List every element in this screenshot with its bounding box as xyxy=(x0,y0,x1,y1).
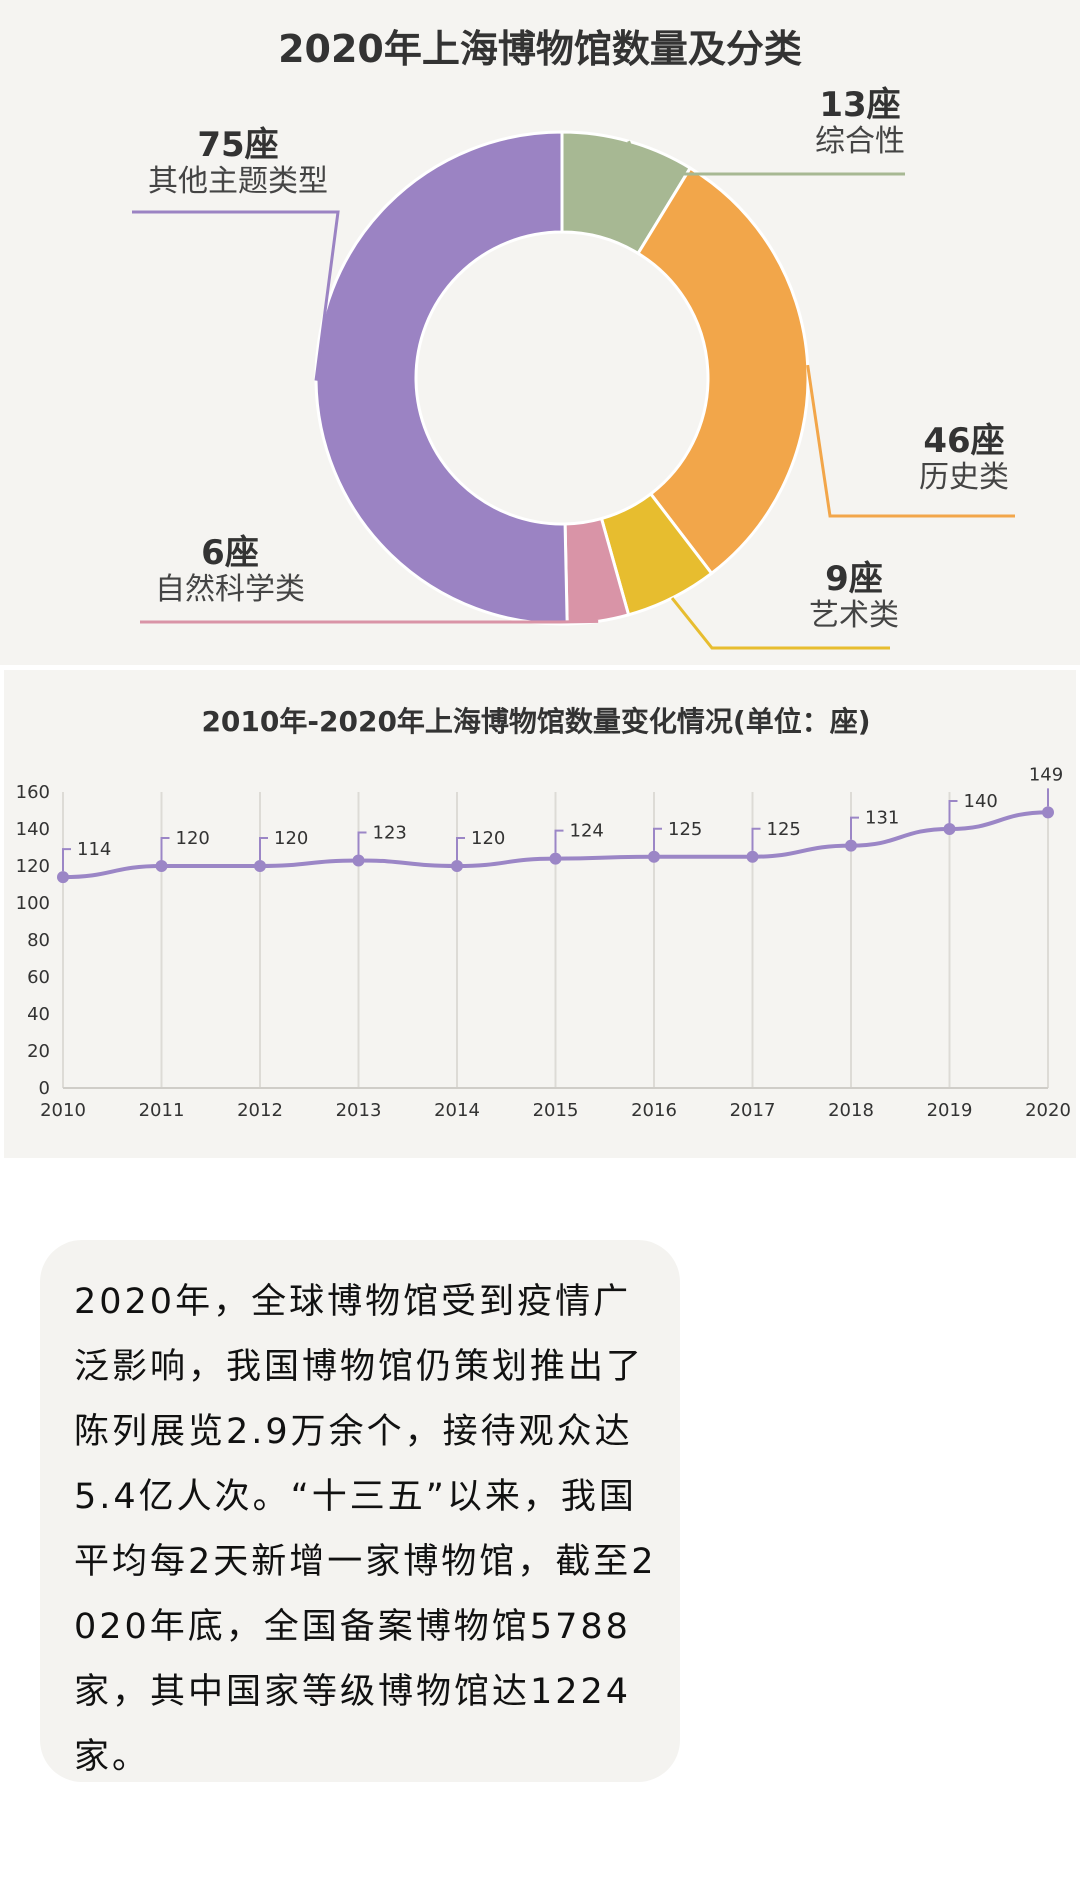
leader-line-other xyxy=(132,210,340,381)
y-tick-label: 0 xyxy=(39,1078,50,1099)
data-point xyxy=(943,823,956,835)
leader-line-history xyxy=(806,364,1015,518)
summary-text: 2020年，全球博物馆受到疫情广泛影响，我国博物馆仍策划推出了陈列展览2.9万余… xyxy=(74,1282,657,1777)
data-label-callout xyxy=(456,837,465,860)
slice-name-nature-science: 自然科学类 xyxy=(155,572,305,608)
slice-name-comprehensive: 综合性 xyxy=(815,124,905,160)
data-point xyxy=(845,839,857,852)
data-label: 120 xyxy=(471,828,505,849)
summary-card: 2020年，全球博物馆受到疫情广泛影响，我国博物馆仍策划推出了陈列展览2.9万余… xyxy=(40,1240,680,1782)
data-label-callout xyxy=(653,827,662,851)
x-tick-label: 2020 xyxy=(1025,1100,1071,1121)
y-tick-label: 100 xyxy=(16,893,50,914)
slice-name-history: 历史类 xyxy=(919,460,1009,496)
data-label-callout xyxy=(948,800,958,823)
donut-chart xyxy=(132,130,1015,650)
x-tick-label: 2018 xyxy=(828,1100,874,1121)
data-label-callout xyxy=(259,837,268,860)
y-tick-label: 160 xyxy=(16,782,50,803)
x-tick-label: 2012 xyxy=(237,1100,283,1121)
data-label: 120 xyxy=(176,828,210,849)
leader-line-comprehensive xyxy=(627,140,905,176)
y-tick-label: 140 xyxy=(16,819,50,840)
donut-chart-panel: 2020年上海博物馆数量及分类 13座 综合性 46座 历史类 9座 艺术类 6… xyxy=(0,0,1080,665)
data-label-callout xyxy=(62,848,71,872)
data-label-callout xyxy=(357,831,367,855)
slice-name-art: 艺术类 xyxy=(809,598,899,634)
data-point xyxy=(451,860,463,872)
y-tick-label: 80 xyxy=(27,930,50,951)
data-point xyxy=(648,850,660,863)
data-label: 125 xyxy=(668,819,702,840)
y-tick-label: 120 xyxy=(16,856,50,877)
y-tick-label: 40 xyxy=(27,1004,50,1025)
leader-line-art xyxy=(670,597,890,650)
data-point xyxy=(746,850,759,863)
slice-label-history: 46座 历史类 xyxy=(884,421,1044,496)
x-tick-label: 2013 xyxy=(336,1100,382,1121)
data-label: 123 xyxy=(373,822,407,843)
y-tick-label: 20 xyxy=(27,1041,50,1062)
y-tick-label: 60 xyxy=(27,967,50,988)
donut-chart-title: 2020年上海博物馆数量及分类 xyxy=(278,27,802,71)
data-point xyxy=(1042,806,1054,819)
data-point xyxy=(57,871,69,884)
slice-count-comprehensive: 13座 xyxy=(819,85,901,125)
data-point xyxy=(352,854,365,867)
line-chart: 0 20 40 60 80 100 120 140 160 2010 2011 2012 2013 201… xyxy=(16,764,1071,1121)
data-label-callout xyxy=(554,829,564,853)
slice-label-other: 75座 其他主题类型 xyxy=(128,125,348,200)
x-tick-label: 2015 xyxy=(533,1100,579,1121)
x-tick-label: 2019 xyxy=(927,1100,973,1121)
data-label: 125 xyxy=(767,819,801,840)
leader-line-nature-science xyxy=(140,619,599,624)
slice-count-nature-science: 6座 xyxy=(201,533,259,573)
donut-slice-history xyxy=(636,165,810,576)
data-label: 131 xyxy=(865,808,899,829)
slice-name-other: 其他主题类型 xyxy=(148,164,328,200)
slice-count-history: 46座 xyxy=(923,421,1005,461)
x-tick-label: 2014 xyxy=(434,1100,480,1121)
data-label: 120 xyxy=(274,828,308,849)
x-tick-label: 2011 xyxy=(139,1100,185,1121)
slice-count-art: 9座 xyxy=(825,559,883,599)
x-tick-label: 2017 xyxy=(730,1100,776,1121)
data-label: 114 xyxy=(77,839,111,860)
data-label: 124 xyxy=(570,821,604,842)
slice-count-other: 75座 xyxy=(197,125,279,165)
data-point xyxy=(254,860,266,872)
data-label-callout xyxy=(850,816,859,840)
data-label: 140 xyxy=(964,791,998,812)
slice-label-art: 9座 艺术类 xyxy=(774,559,934,634)
data-point xyxy=(549,852,562,865)
x-tick-label: 2016 xyxy=(631,1100,677,1121)
line-chart-title: 2010年-2020年上海博物馆数量变化情况(单位：座) xyxy=(201,705,871,738)
donut-slice-other xyxy=(314,130,569,626)
slice-label-nature-science: 6座 自然科学类 xyxy=(130,533,330,608)
data-label-callout xyxy=(751,827,761,851)
data-label-callout xyxy=(160,837,170,860)
slice-label-comprehensive: 13座 综合性 xyxy=(780,85,940,160)
line-chart-panel: 2010年-2020年上海博物馆数量变化情况(单位：座) 0 20 40 60 80 10… xyxy=(4,670,1076,1158)
data-label: 149 xyxy=(1029,764,1063,785)
x-tick-label: 2010 xyxy=(40,1100,86,1121)
data-point xyxy=(155,860,168,872)
